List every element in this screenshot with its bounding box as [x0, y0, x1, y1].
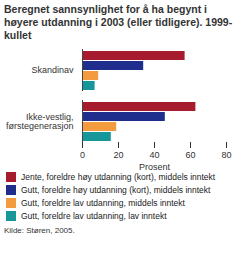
html-text:Gutt, foreldre høy utdanning (: Gutt, foreldre høy utdanning (kort), mid…	[21, 185, 211, 195]
html-text:Gutt, foreldre lav utdanning,: Gutt, foreldre lav utdanning, lav inntek…	[21, 211, 167, 221]
svg-text:40: 40	[149, 150, 159, 160]
html-text:Kilde: Støren, 2005.: Kilde: Støren, 2005.	[4, 226, 75, 235]
svg-text:0: 0	[80, 150, 85, 160]
svg-text:20: 20	[113, 150, 123, 160]
svg-text:80: 80	[221, 150, 231, 160]
svg-text:60: 60	[185, 150, 195, 160]
html-text:Jente, foreldre høy utdanning: Jente, foreldre høy utdanning (kort), mi…	[21, 172, 216, 182]
svg-text:Prosent: Prosent	[139, 162, 171, 172]
html-text:Beregnet sannsynlighet for å h: Beregnet sannsynlighet for å ha begynt i…	[4, 3, 233, 41]
html-text:Gutt, foreldre lav utdanning,: Gutt, foreldre lav utdanning, middels in…	[21, 198, 185, 208]
svg-text:Ikke-vestlig,førstegenerasjon: Ikke-vestlig,førstegenerasjon	[6, 112, 74, 131]
svg-text:Skandinav: Skandinav	[31, 65, 74, 75]
